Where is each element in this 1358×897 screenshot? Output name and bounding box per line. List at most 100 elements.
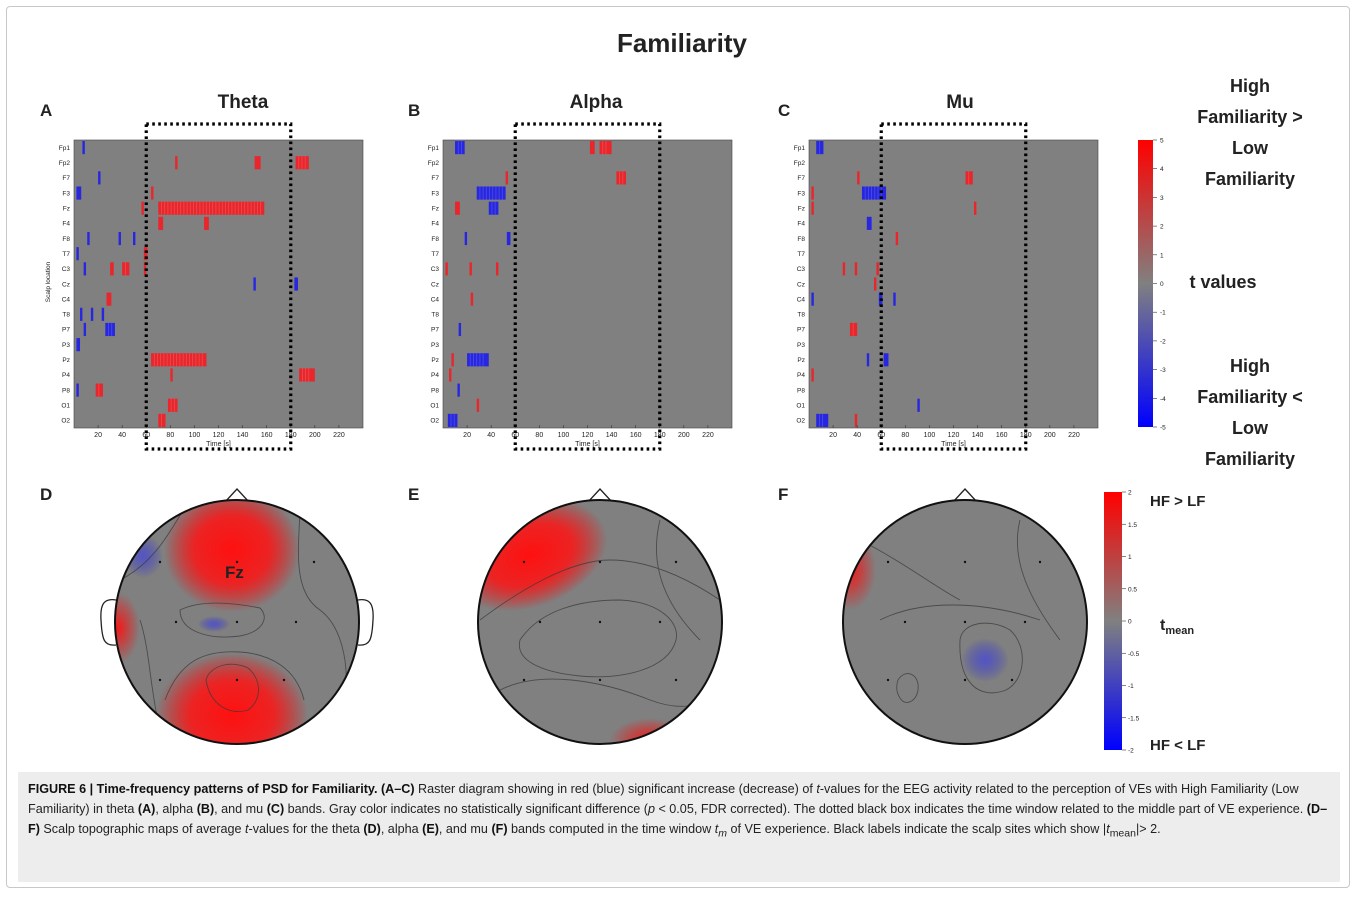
raster-mark <box>488 201 499 215</box>
raster-mark <box>505 171 509 185</box>
raster-panel-b: Fp1 Fp2 F7 F3 Fz F4 F8 T7 C3 Cz C4 T8 P7 P3 Pz P4 P8 O1 O2… <box>428 122 733 451</box>
raster-mark <box>866 353 870 367</box>
panel-letter-c: C <box>778 101 790 120</box>
x-axis-label: Time [s] <box>206 441 231 448</box>
topo-colorbar-tick-label: -0.5 <box>1128 651 1140 658</box>
row-label-f7: F7 <box>62 175 70 182</box>
colorbar-tick-label: 0 <box>1160 281 1164 288</box>
x-tick-label: 200 <box>678 432 690 439</box>
row-label-p3: P3 <box>62 342 70 349</box>
row-label-fp2: Fp2 <box>428 160 440 167</box>
raster-mark <box>83 322 87 337</box>
topo-colorbar-ticks: 2 1.5 1 0.5 0 -0.5 -1 -1.5 -2 <box>1122 490 1140 755</box>
raster-mark <box>457 383 460 397</box>
row-label-f7: F7 <box>431 175 439 182</box>
row-label-cz: Cz <box>797 281 805 288</box>
raster-mark <box>253 277 256 291</box>
x-tick-label: 120 <box>213 432 225 439</box>
raster-mark <box>455 201 460 215</box>
x-tick-label: 200 <box>309 432 321 439</box>
raster-mark <box>170 368 173 382</box>
panel-letter-d: D <box>40 485 52 504</box>
raster-background <box>443 140 732 428</box>
x-tick-label: 40 <box>487 432 495 439</box>
raster-mark <box>254 156 261 170</box>
row-label-fz: Fz <box>63 205 70 212</box>
x-tick-label: 140 <box>972 432 984 439</box>
raster-mark <box>175 156 178 170</box>
raster-mark <box>973 201 977 215</box>
raster-mark <box>455 141 465 155</box>
colorbar-tick-label: 5 <box>1160 138 1164 145</box>
raster-mark <box>470 292 474 306</box>
raster-mark <box>295 156 309 170</box>
raster-mark <box>476 186 506 200</box>
x-tick-label: 140 <box>606 432 618 439</box>
topo-map-mu <box>842 488 1088 745</box>
time-window-box <box>879 122 1028 451</box>
raster-mark <box>811 186 814 200</box>
raster-mark <box>105 322 115 337</box>
raster-mark <box>83 262 87 276</box>
raster-legend: High Familiarity > Low Familiarity t val… <box>1189 76 1302 469</box>
row-label-pz: Pz <box>431 357 439 364</box>
topo-colorbar-tick-label: 1.5 <box>1128 522 1137 529</box>
row-label-c4: C4 <box>62 296 71 303</box>
band-title-theta: Theta <box>218 92 269 113</box>
legend-top-line-3: Low <box>1232 138 1269 158</box>
raster-mark <box>469 262 472 276</box>
raster-mark <box>449 368 452 382</box>
x-tick-label: 60 <box>142 432 150 439</box>
x-tick-label: 60 <box>511 432 519 439</box>
topo-colorbar-tick-label: 1 <box>1128 554 1132 561</box>
row-label-p4: P4 <box>797 372 805 379</box>
raster-mark <box>893 292 896 306</box>
row-label-c3: C3 <box>62 266 71 273</box>
row-label-o1: O1 <box>61 403 70 410</box>
panel-letter-b: B <box>408 101 420 120</box>
raster-mark <box>76 186 82 200</box>
raster-mark <box>106 292 112 306</box>
raster-mark <box>294 277 298 291</box>
raster-panel-c: Fp1 Fp2 F7 F3 Fz F4 F8 T7 C3 Cz C4 T8 P7 P3 Pz P4 P8 O1 O2… <box>794 122 1099 451</box>
raster-mark <box>876 262 879 276</box>
row-label-t7: T7 <box>431 251 439 258</box>
colorbar-tick-label: -2 <box>1160 338 1166 345</box>
row-label-p7: P7 <box>797 327 805 334</box>
topo-colorbar-tick-label: -1.5 <box>1128 715 1140 722</box>
raster-mark <box>110 262 114 276</box>
row-label-f8: F8 <box>431 236 439 243</box>
head-nose <box>587 488 613 503</box>
x-tick-label: 160 <box>630 432 642 439</box>
raster-mark <box>458 322 462 337</box>
caption-text: (A–C) Raster diagram showing in red (blu… <box>28 782 1328 840</box>
raster-mark <box>101 307 105 321</box>
x-axis-label: Time [s] <box>941 441 966 448</box>
x-tick-label: 160 <box>261 432 273 439</box>
row-label-f3: F3 <box>797 190 805 197</box>
row-label-f7: F7 <box>797 175 805 182</box>
row-label-p8: P8 <box>431 387 439 394</box>
raster-mark <box>143 247 148 261</box>
colorbar-tick-label: -4 <box>1160 396 1166 403</box>
x-tick-label: 60 <box>877 432 885 439</box>
row-label-f3: F3 <box>62 190 70 197</box>
x-tick-label: 120 <box>582 432 594 439</box>
row-label-f3: F3 <box>431 190 439 197</box>
row-label-t8: T8 <box>797 312 805 319</box>
raster-mark <box>87 231 90 246</box>
x-tick-label: 220 <box>333 432 345 439</box>
row-label-t7: T7 <box>62 251 70 258</box>
row-label-fp1: Fp1 <box>59 145 71 152</box>
raster-mark <box>82 141 85 155</box>
raster-mark <box>76 383 79 397</box>
panel-letter-a: A <box>40 101 52 120</box>
raster-panel-a: Fp1 Fp2 F7 F3 Fz F4 F8 T7 C3 Cz C4 T8 P7 P3 Pz P4 P8 O1 O2… <box>59 122 364 451</box>
row-label-c3: C3 <box>797 266 806 273</box>
raster-mark <box>451 353 454 367</box>
raster-mark <box>95 383 103 397</box>
topo-colorbar-tick-label: 0.5 <box>1128 586 1137 593</box>
row-label-fp1: Fp1 <box>794 145 806 152</box>
row-label-p8: P8 <box>62 387 70 394</box>
figure-title: Familiarity <box>617 28 748 58</box>
